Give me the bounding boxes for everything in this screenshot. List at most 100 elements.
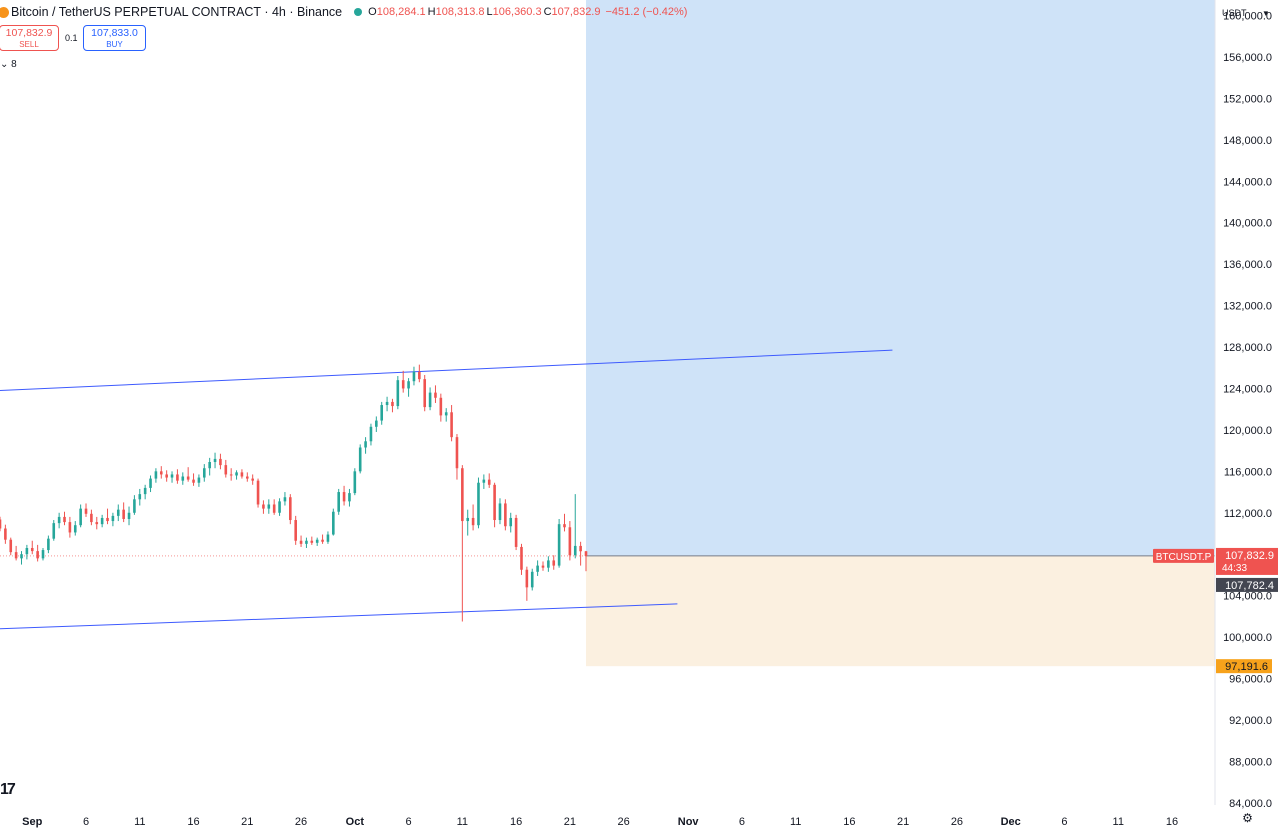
candle [337, 488, 340, 515]
price-tick-label: 116,000.0 [1224, 466, 1272, 478]
time-tick-label: 11 [134, 816, 145, 828]
trendline-1[interactable] [0, 349, 893, 392]
candle-body [369, 426, 373, 442]
price-tick-label: 136,000.0 [1223, 259, 1272, 271]
settings-gear-icon[interactable]: ⚙ [1242, 811, 1253, 825]
candle-body [536, 565, 539, 572]
candle-body [407, 381, 410, 389]
candle [181, 472, 185, 485]
candle-body [186, 476, 190, 480]
candle [197, 474, 201, 487]
candle [138, 488, 142, 506]
candle [294, 515, 297, 545]
candle [547, 556, 550, 572]
ohlc-low: L106,360.3 [486, 6, 542, 18]
price-tick-label: 128,000.0 [1223, 342, 1272, 354]
sell-button[interactable]: 107,832.9 SELL [0, 25, 59, 51]
price-tick-label: 148,000.0 [1223, 135, 1272, 147]
time-tick-label: 11 [1113, 816, 1124, 828]
candle-body [181, 476, 185, 481]
stop-loss-zone[interactable] [585, 555, 1215, 667]
candle-body [116, 509, 120, 516]
candle [219, 453, 222, 470]
candle [509, 512, 513, 533]
price-tick-label: 140,000.0 [1223, 218, 1272, 230]
time-tick-label: 26 [618, 816, 630, 828]
candle [418, 364, 421, 383]
candle [170, 471, 174, 483]
candle-body [326, 534, 330, 542]
candle [385, 396, 389, 412]
candle-body [235, 472, 238, 476]
candle-body [25, 547, 29, 555]
buy-button[interactable]: 107,833.0 BUY [83, 25, 146, 51]
candle-body [434, 392, 437, 398]
symbol-title[interactable]: Bitcoin / TetherUS PERPETUAL CONTRACT · … [11, 5, 343, 19]
candle-body [391, 401, 394, 407]
bar-countdown-label: 44:33 [1222, 563, 1247, 574]
candle [573, 494, 577, 559]
profit-target-zone[interactable] [585, 0, 1215, 556]
candle-body [122, 509, 125, 519]
candle-body [267, 504, 271, 509]
candle [536, 560, 539, 576]
trendline-2[interactable] [0, 603, 678, 630]
price-tick-label: 84,000.0 [1229, 798, 1272, 810]
candle [0, 516, 2, 532]
candle-body [337, 492, 340, 512]
currency-label: USDT [1222, 8, 1247, 18]
order-quantity[interactable]: 0.1 [65, 33, 78, 43]
indicators-toggle[interactable]: ⌄ 8 [0, 59, 17, 70]
candle-body [149, 478, 152, 488]
candle [79, 504, 82, 528]
candle-body [100, 517, 104, 525]
price-tick-label: 112,000.0 [1224, 508, 1272, 520]
candle-body [289, 497, 292, 521]
candle-body [73, 525, 77, 533]
candle-body [192, 479, 195, 483]
candle [310, 536, 314, 545]
candle [36, 544, 39, 562]
candle [267, 499, 271, 514]
candle-body [493, 484, 496, 521]
candle [106, 508, 109, 525]
price-tick-label: 88,000.0 [1229, 756, 1272, 768]
candle-body [9, 539, 13, 553]
currency-selector[interactable]: USDT ▾ [1218, 4, 1272, 22]
candle-body [557, 524, 561, 566]
candle [192, 473, 195, 486]
candle-body [450, 412, 453, 438]
candle [391, 398, 394, 413]
candle [52, 520, 56, 541]
candle [278, 498, 281, 516]
candle [369, 423, 373, 446]
candle-body [520, 546, 523, 570]
buy-label: BUY [106, 40, 123, 49]
candle [396, 376, 400, 410]
candle-body [133, 499, 136, 513]
candle-body [159, 471, 163, 475]
last-price-tag [1216, 547, 1278, 575]
candle [14, 545, 18, 561]
candle-body [423, 379, 427, 408]
time-tick-label: 21 [241, 816, 253, 828]
candle-body [0, 519, 2, 529]
candle-body [541, 565, 545, 568]
time-tick-label: 11 [790, 816, 801, 828]
candle [321, 534, 324, 544]
indicators-count: 8 [11, 59, 17, 70]
candle [487, 473, 491, 488]
candle-body [487, 479, 491, 485]
bitcoin-logo-icon [0, 6, 9, 18]
candle [326, 531, 330, 544]
candle [229, 468, 233, 481]
candle [20, 551, 23, 565]
candle [407, 378, 410, 397]
candle-body [170, 474, 174, 478]
candle [444, 408, 448, 422]
candle [348, 488, 351, 507]
price-scale-background [1215, 0, 1280, 832]
candle-body [84, 508, 88, 514]
candle [584, 550, 588, 572]
